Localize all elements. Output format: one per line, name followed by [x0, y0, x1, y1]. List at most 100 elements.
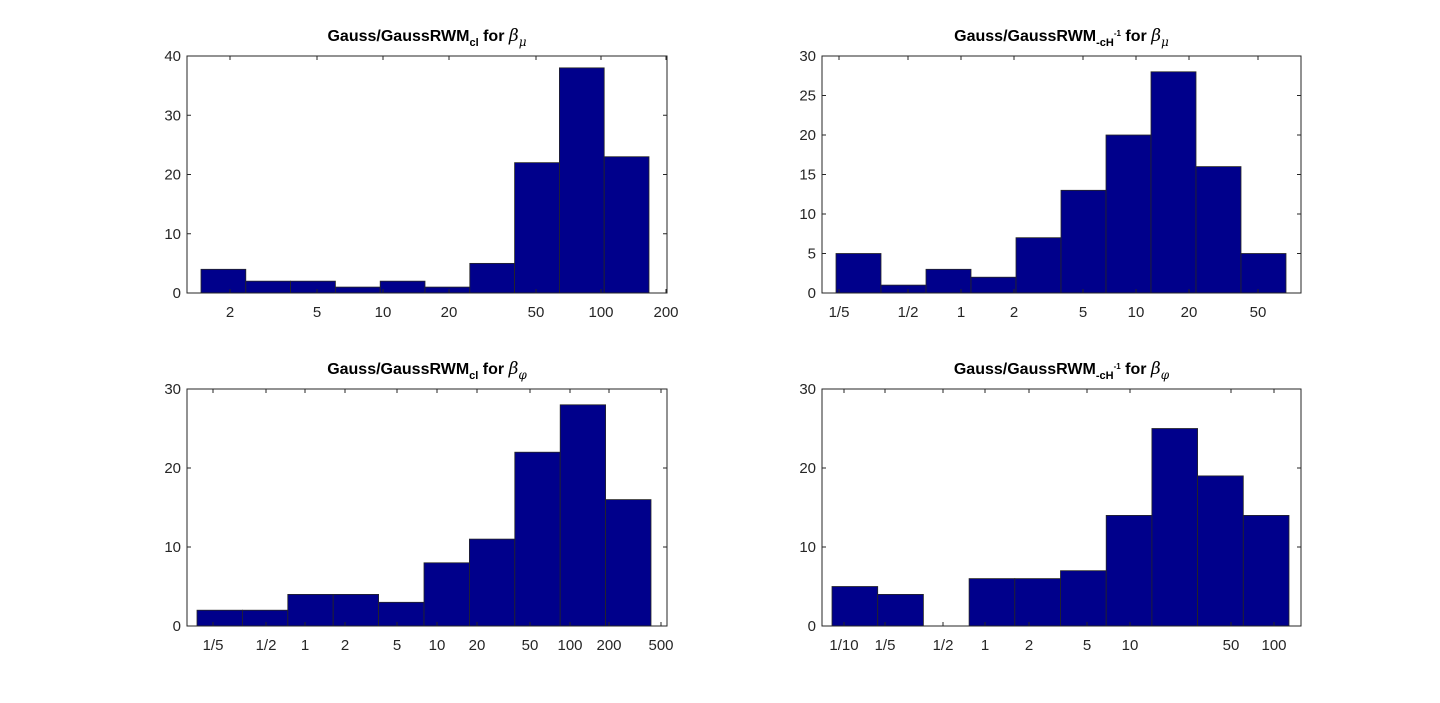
y-tick-label: 0: [173, 618, 181, 635]
x-tick-label: 1: [981, 637, 989, 654]
title-main: Gauss/GaussRWM: [327, 28, 469, 45]
x-tick-label: 1/10: [829, 637, 858, 654]
title-subscript: -cH: [1096, 37, 1114, 49]
y-tick-label: 20: [164, 460, 181, 477]
title-beta: β: [1150, 26, 1161, 46]
histogram-bar: [1105, 515, 1153, 627]
y-tick-label: 10: [799, 539, 816, 556]
x-tick-label: 20: [1181, 304, 1198, 321]
y-tick-label: 30: [164, 381, 181, 398]
title-main: Gauss/GaussRWM: [954, 361, 1096, 378]
histogram-bar: [200, 268, 247, 294]
title-for: for: [1121, 361, 1151, 378]
x-tick-label: 1: [957, 304, 965, 321]
x-tick-label: 5: [1083, 637, 1091, 654]
y-tick-label: 10: [164, 539, 181, 556]
x-tick-label: 1/5: [875, 637, 896, 654]
histogram-bar: [196, 609, 243, 627]
title-beta: β: [508, 359, 519, 379]
histogram-bar: [241, 609, 289, 627]
histogram-bar: [831, 586, 879, 627]
histogram-bar: [1014, 578, 1061, 627]
histogram-bar: [469, 262, 515, 294]
histogram-bar: [1105, 134, 1152, 294]
histogram-bar: [423, 562, 470, 627]
x-tick-label: 2: [1025, 637, 1033, 654]
chart-panel-3: 0 10 20 30 1/5 1/2 1 2 5 10 20 50 100 200 500 Gauss/Gau…: [164, 359, 673, 654]
histogram-bar: [378, 601, 425, 627]
histogram-bar: [287, 594, 334, 627]
x-tick-label: 5: [313, 304, 321, 321]
x-tick-label: 2: [1010, 304, 1018, 321]
y-tick-label: 20: [799, 460, 816, 477]
histogram-bar: [970, 276, 1017, 294]
histogram-bar: [1240, 253, 1287, 294]
chart-title: Gauss/GaussRWMcl for βφ: [327, 359, 527, 382]
x-tick-label: 50: [1250, 304, 1267, 321]
histogram-bar: [290, 280, 336, 294]
x-tick-label: 10: [1128, 304, 1145, 321]
histogram-bar: [424, 286, 471, 294]
x-tick-label: 1/2: [933, 637, 954, 654]
histogram-bar: [1060, 189, 1107, 294]
histogram-bar: [1195, 166, 1242, 294]
histogram-bar: [1015, 237, 1062, 294]
y-tick-label: 40: [164, 48, 181, 65]
y-tick-label: 30: [799, 381, 816, 398]
title-beta-subscript: μ: [519, 35, 527, 49]
x-tick-label: 50: [522, 637, 539, 654]
x-tick-label: 200: [653, 304, 678, 321]
x-tick-label: 2: [226, 304, 234, 321]
histogram-bar: [559, 404, 607, 627]
x-tick-label: 10: [1122, 637, 1139, 654]
title-subscript: -cH: [1096, 370, 1114, 382]
x-tick-label: 1/5: [203, 637, 224, 654]
histogram-bar: [1060, 570, 1107, 627]
x-tick-label: 2: [341, 637, 349, 654]
x-tick-label: 10: [429, 637, 446, 654]
chart-title: Gauss/GaussRWMcl for βμ: [327, 26, 526, 49]
histogram-bar: [968, 578, 1016, 627]
x-tick-label: 1: [301, 637, 309, 654]
y-tick-label: 20: [164, 167, 181, 184]
title-beta-subscript: μ: [1161, 35, 1169, 49]
x-tick-label: 500: [648, 637, 673, 654]
title-beta: β: [1150, 359, 1161, 379]
histogram-bar: [468, 538, 516, 627]
x-tick-label: 50: [1223, 637, 1240, 654]
histogram-bar: [514, 451, 561, 627]
histogram-bar: [332, 594, 380, 627]
histogram-bar: [835, 253, 882, 294]
y-tick-label: 30: [799, 48, 816, 65]
chart-title: Gauss/GaussRWM-cH-1 for βφ: [954, 359, 1170, 382]
histogram-bar: [334, 286, 381, 294]
title-for: for: [1121, 28, 1151, 45]
histogram-bar: [925, 268, 972, 294]
x-tick-label: 10: [375, 304, 392, 321]
axes-box: [821, 388, 1302, 627]
histogram-bar: [1150, 71, 1197, 294]
title-beta-subscript: φ: [518, 368, 527, 382]
title-for: for: [478, 361, 508, 378]
x-tick-label: 5: [1079, 304, 1087, 321]
x-tick-label: 100: [557, 637, 582, 654]
title-for: for: [479, 28, 509, 45]
y-tick-label: 30: [164, 107, 181, 124]
y-tick-label: 25: [799, 88, 816, 105]
histogram-bar: [603, 156, 650, 294]
x-tick-label: 20: [441, 304, 458, 321]
x-tick-label: 5: [393, 637, 401, 654]
x-tick-label: 1/5: [829, 304, 850, 321]
y-tick-label: 10: [164, 226, 181, 243]
title-superscript: -1: [1114, 29, 1122, 38]
x-tick-label: 50: [528, 304, 545, 321]
chart-panel-4: 0 10 20 30 1/10 1/5 1/2 1 2 5 10 50 100 Gauss/GaussRW…: [799, 359, 1302, 654]
title-superscript: -1: [1114, 362, 1122, 371]
x-tick-label: 1/2: [898, 304, 919, 321]
y-tick-label: 15: [799, 167, 816, 184]
histogram-bar: [605, 499, 652, 627]
title-main: Gauss/GaussRWM: [954, 28, 1096, 45]
